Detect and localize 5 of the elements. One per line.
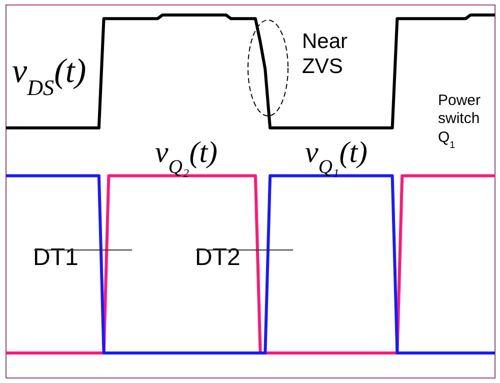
series-label: v$_{DS}$(t) [12, 53, 86, 100]
series-label: v$_{Q₂}$(t) [155, 136, 218, 178]
annotation: Near ZVS [302, 30, 348, 78]
series-label: v$_{Q₁}$(t) [305, 136, 368, 178]
annotation: Power switch Q$_{1}$ [438, 92, 481, 150]
